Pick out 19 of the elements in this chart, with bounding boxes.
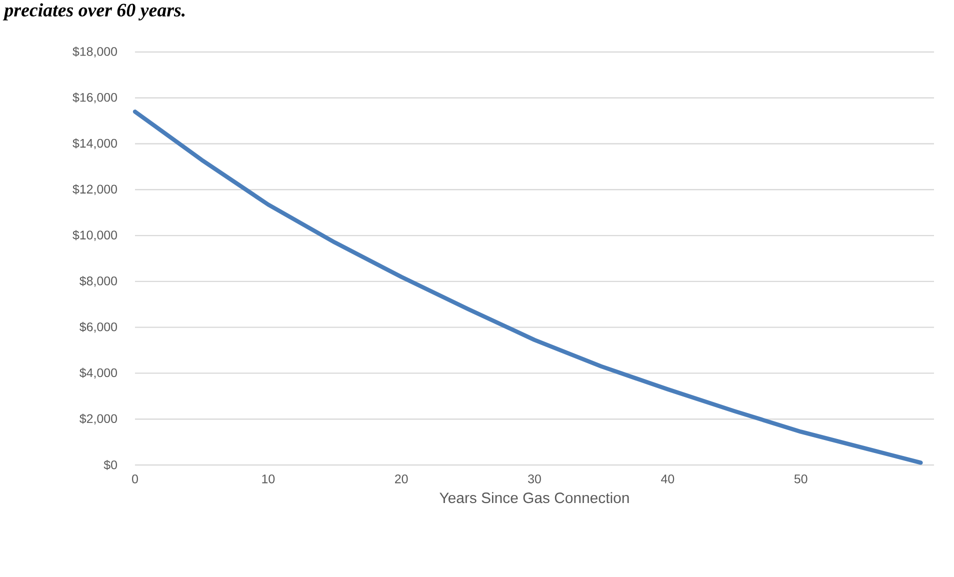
y-tick-label: $6,000 [80,322,117,333]
x-tick-label: 50 [794,474,808,484]
x-tick-label: 40 [661,474,674,484]
y-tick-label: $12,000 [72,184,117,196]
chart-title: preciates over 60 years. [2,3,185,20]
y-tick-label: $16,000 [72,92,117,104]
y-tick-label: $10,000 [72,230,117,241]
x-tick-label: 30 [528,474,541,484]
line-series [132,110,923,465]
x-axis-title: Years Since Gas Connection [440,492,629,504]
x-tick-label: 20 [395,474,408,484]
x-tick-label: 0 [132,474,138,484]
y-tick-label: $0 [104,460,117,470]
x-tick-label: 10 [262,474,275,484]
y-tick-label: $8,000 [80,276,117,287]
y-tick-label: $18,000 [72,46,117,58]
y-tick-label: $2,000 [80,414,117,424]
y-tick-label: $4,000 [80,368,117,379]
y-tick-label: $14,000 [72,138,117,150]
